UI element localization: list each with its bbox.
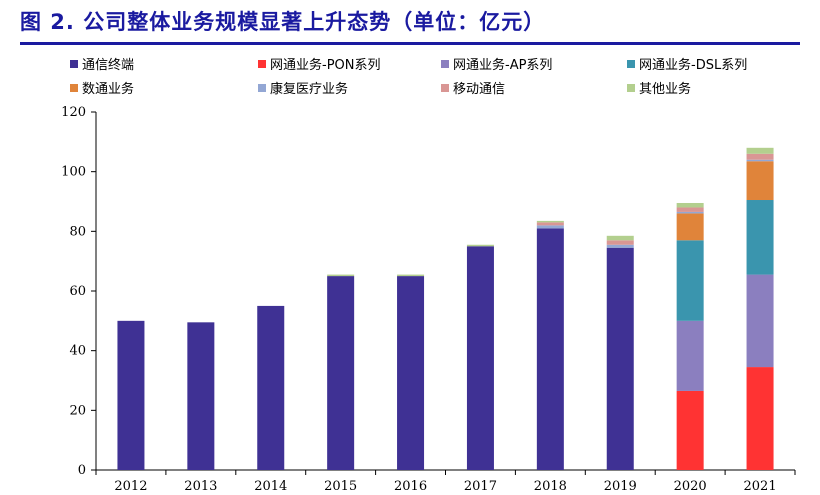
x-tick-label: 2012 [114, 479, 147, 494]
bar-segment [606, 235, 634, 241]
legend-swatch [441, 84, 449, 92]
legend-swatch [70, 60, 78, 68]
bar-segment [327, 276, 355, 470]
x-tick-label: 2018 [534, 479, 567, 494]
x-tick-label: 2014 [254, 479, 287, 494]
bar-segment [676, 240, 704, 321]
y-tick-label: 100 [61, 165, 86, 180]
y-axis: 0 20 40 60 80 100 120 [61, 105, 97, 478]
x-axis: 2012 2013 2014 2015 2016 2017 2018 2019 2020 2021 [95, 469, 796, 494]
x-tick-label: 2015 [324, 479, 357, 494]
bar-segment [606, 247, 634, 470]
bars [117, 147, 774, 470]
bar-segment [536, 220, 564, 223]
bar-segment [746, 200, 774, 275]
page-title: 图 2. 公司整体业务规模显著上升态势（单位：亿元） [20, 10, 546, 34]
legend-label: 康复医疗业务 [270, 81, 348, 97]
bar-segment [187, 322, 215, 470]
bar-segment [746, 161, 774, 201]
legend-label: 网通业务-PON系列 [270, 57, 381, 73]
legend-swatch [70, 84, 78, 92]
bar-segment [466, 246, 494, 470]
bar-segment [536, 225, 564, 229]
title-rule [20, 42, 800, 45]
y-tick-label: 0 [78, 463, 86, 478]
legend-swatch [258, 60, 266, 68]
x-tick-label: 2020 [674, 479, 707, 494]
legend-swatch [627, 84, 635, 92]
x-tick-label: 2021 [744, 479, 777, 494]
bar-segment [536, 222, 564, 226]
bar-segment [606, 240, 634, 245]
bar-segment [676, 202, 704, 208]
y-tick-label: 120 [61, 105, 86, 120]
x-tick-label: 2013 [184, 479, 217, 494]
bar-segment [676, 207, 704, 212]
legend-label: 移动通信 [453, 82, 505, 97]
bar-segment [676, 213, 704, 241]
bar-segment [676, 211, 704, 214]
bar-segment [746, 147, 774, 154]
bar-segment [536, 228, 564, 470]
y-tick-label: 80 [69, 224, 86, 239]
legend-label: 通信终端 [82, 57, 134, 73]
bar-segment [397, 274, 425, 277]
bar-segment [466, 244, 494, 247]
legend-swatch [258, 84, 266, 92]
legend-swatch [441, 60, 449, 68]
bar-segment [676, 390, 704, 470]
bar-segment [746, 274, 774, 368]
bar-segment [606, 244, 634, 248]
legend-label: 网通业务-AP系列 [453, 57, 552, 73]
x-tick-label: 2016 [394, 479, 427, 494]
x-tick-label: 2017 [464, 479, 497, 494]
legend-label: 其他业务 [639, 81, 691, 97]
legend-label: 网通业务-DSL系列 [639, 57, 747, 73]
y-tick-label: 20 [69, 403, 86, 418]
bar-segment [397, 276, 425, 470]
legend-swatch [627, 60, 635, 68]
bar-segment [327, 274, 355, 277]
bar-segment [117, 320, 145, 470]
bar-segment [746, 153, 774, 160]
bar-segment [746, 159, 774, 162]
bar-segment [746, 367, 774, 470]
x-tick-label: 2019 [604, 479, 637, 494]
y-tick-label: 60 [69, 284, 86, 299]
legend-label: 数通业务 [82, 81, 134, 97]
bar-segment [676, 320, 704, 391]
bar-segment [257, 305, 285, 470]
y-tick-label: 40 [69, 344, 86, 359]
